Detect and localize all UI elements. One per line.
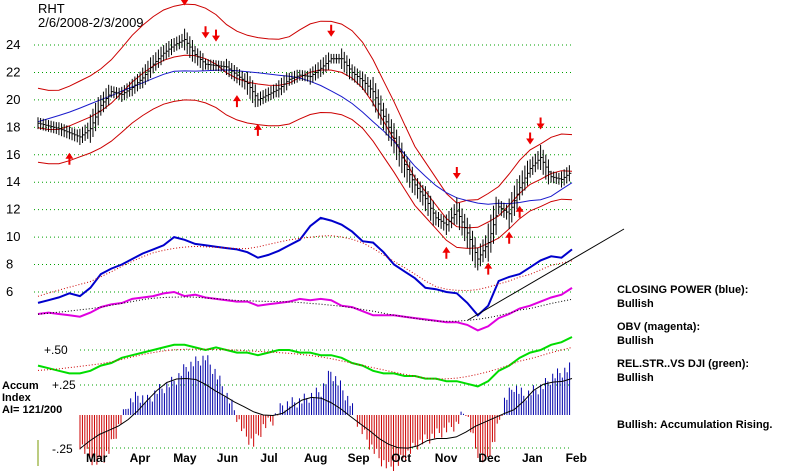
sell-arrow [201, 26, 210, 39]
sell-arrow [452, 167, 461, 180]
ytick-24: 24 [6, 37, 20, 52]
sell-arrow [526, 132, 535, 145]
sell-arrow [180, 0, 189, 6]
xtick-feb: Feb [566, 451, 587, 465]
xtick-jul: Jul [260, 451, 277, 465]
obv-ma [37, 296, 573, 322]
ytick-12: 12 [6, 202, 20, 217]
buy-arrow [253, 123, 262, 136]
sell-arrow [536, 117, 545, 130]
xtick-oct: Oct [391, 451, 411, 465]
sell-arrow [327, 24, 336, 37]
chart-symbol: RHT [38, 1, 65, 16]
note-obv-title: OBV (magenta): [617, 321, 701, 333]
xtick-aug: Aug [304, 451, 327, 465]
ytick-22: 22 [6, 64, 20, 79]
buy-arrow [232, 95, 241, 108]
ytick-8: 8 [6, 257, 13, 272]
ytick-6: 6 [6, 284, 13, 299]
xtick-apr: Apr [130, 451, 151, 465]
upper-band [37, 3, 573, 204]
buy-arrow [515, 205, 524, 218]
closing-power-ma [37, 235, 573, 297]
obv-line [37, 287, 573, 332]
xtick-nov: Nov [435, 451, 458, 465]
xtick-jan: Jan [522, 451, 543, 465]
note-closing-power-value: Bullish [617, 298, 654, 310]
note-obv-value: Bullish [617, 335, 654, 347]
closing-power-trendline [467, 228, 625, 321]
note-rel-str-value: Bullish [617, 372, 654, 384]
ytick-10: 10 [6, 229, 20, 244]
buy-arrow [484, 262, 493, 275]
xtick-sep: Sep [348, 451, 370, 465]
note-accum-rising: Bullish: Accumulation Rising. [617, 419, 773, 431]
xtick-may: May [173, 451, 197, 465]
rel-strength-line [37, 336, 573, 388]
note-rel-str-title: REL.STR..VS DJI (green): [617, 358, 750, 370]
closing-power-line [37, 216, 573, 317]
ytick-16: 16 [6, 147, 20, 162]
ytick-20: 20 [6, 92, 20, 107]
xtick-mar: Mar [86, 451, 108, 465]
lower-band [37, 99, 573, 249]
accum-label-line2: Index [2, 392, 31, 404]
ytick-18: 18 [6, 119, 20, 134]
sell-arrow [212, 29, 220, 42]
note-closing-power-title: CLOSING POWER (blue): [617, 284, 749, 296]
xtick-dec: Dec [478, 451, 500, 465]
accum-high-label: +.25 [52, 378, 76, 392]
long-ma [37, 69, 573, 205]
chart-date-range: 2/6/2008-2/3/2009 [38, 15, 144, 30]
rel-str-level-label: +.50 [44, 343, 68, 357]
xtick-jun: Jun [217, 451, 238, 465]
ytick-14: 14 [6, 174, 20, 189]
buy-arrow [505, 231, 514, 244]
accum-ma-line [79, 377, 573, 449]
accum-low-label: -.25 [52, 442, 73, 456]
accum-label-line3: AI= 121/200 [2, 404, 63, 416]
buy-arrow [65, 152, 74, 165]
buy-arrow [442, 246, 451, 259]
accum-label-line1: Accum [2, 380, 39, 392]
